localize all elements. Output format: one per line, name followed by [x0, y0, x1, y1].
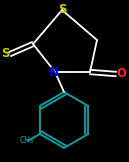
- Text: O: O: [116, 67, 126, 80]
- Text: CH₃: CH₃: [20, 136, 34, 145]
- Text: S: S: [1, 46, 9, 59]
- Text: S: S: [58, 3, 66, 16]
- Text: N: N: [49, 65, 59, 79]
